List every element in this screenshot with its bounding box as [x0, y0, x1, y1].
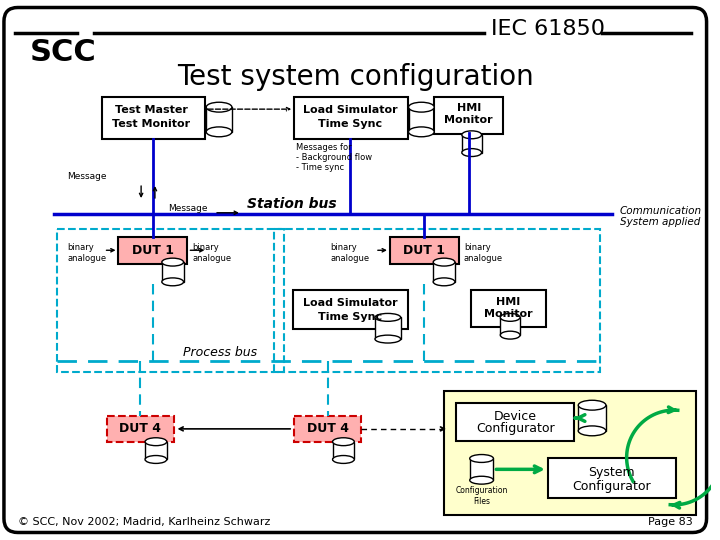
Text: binary
analogue: binary analogue: [67, 244, 107, 263]
Ellipse shape: [375, 335, 400, 343]
Ellipse shape: [375, 313, 400, 321]
Ellipse shape: [462, 131, 482, 139]
Text: Message: Message: [67, 172, 107, 181]
Text: Device: Device: [494, 409, 536, 423]
Text: Test system configuration: Test system configuration: [177, 63, 534, 91]
Ellipse shape: [469, 455, 493, 462]
Text: Configurator: Configurator: [572, 480, 651, 492]
Bar: [293, 290, 408, 329]
Text: Monitor: Monitor: [444, 115, 493, 125]
Bar: [462, 135, 482, 153]
Bar: [471, 290, 546, 327]
Bar: [162, 262, 184, 282]
Ellipse shape: [408, 127, 434, 137]
FancyBboxPatch shape: [4, 8, 706, 532]
Ellipse shape: [469, 476, 493, 484]
Ellipse shape: [206, 127, 232, 137]
Text: Monitor: Monitor: [484, 309, 533, 319]
Text: Load Simulator: Load Simulator: [303, 298, 397, 308]
Bar: [206, 107, 232, 132]
Ellipse shape: [578, 426, 606, 436]
Bar: [456, 403, 575, 441]
Bar: [433, 262, 455, 282]
Text: Process bus: Process bus: [183, 346, 257, 359]
Text: Time Sync: Time Sync: [318, 119, 382, 129]
Bar: [408, 107, 434, 132]
Ellipse shape: [333, 438, 354, 446]
Text: DUT 4: DUT 4: [307, 422, 348, 435]
Text: IEC 61850: IEC 61850: [491, 19, 605, 39]
Text: HMI: HMI: [456, 103, 481, 113]
Bar: [57, 228, 284, 372]
Ellipse shape: [462, 148, 482, 157]
Text: HMI: HMI: [496, 296, 521, 307]
Bar: [107, 416, 174, 442]
Text: Test Master: Test Master: [114, 105, 187, 115]
Text: Communication
System applied: Communication System applied: [620, 206, 702, 227]
Ellipse shape: [408, 102, 434, 112]
Text: Time Sync: Time Sync: [318, 312, 382, 322]
Ellipse shape: [578, 400, 606, 410]
Text: Load Simulator: Load Simulator: [303, 105, 397, 115]
Bar: [145, 442, 167, 460]
Bar: [102, 97, 205, 139]
Ellipse shape: [162, 278, 184, 286]
Ellipse shape: [433, 258, 455, 266]
Bar: [375, 318, 400, 339]
Text: Configuration
Files: Configuration Files: [455, 486, 508, 505]
Bar: [469, 458, 493, 480]
Bar: [500, 318, 520, 335]
Bar: [548, 458, 676, 498]
Text: Configurator: Configurator: [476, 422, 554, 435]
Text: binary
analogue: binary analogue: [192, 244, 232, 263]
Ellipse shape: [500, 331, 520, 339]
Text: Messages for
- Background flow
- Time sync: Messages for - Background flow - Time sy…: [296, 143, 372, 172]
Text: SCC: SCC: [30, 38, 96, 67]
Ellipse shape: [333, 456, 354, 463]
Text: DUT 1: DUT 1: [403, 244, 446, 256]
Bar: [434, 97, 503, 134]
Text: Message: Message: [168, 204, 207, 213]
Ellipse shape: [145, 438, 167, 446]
Text: Page 83: Page 83: [648, 517, 693, 526]
Text: binary
analogue: binary analogue: [464, 244, 503, 263]
Bar: [390, 238, 459, 264]
Text: Test Monitor: Test Monitor: [112, 119, 190, 129]
Bar: [294, 416, 361, 442]
Text: binary
analogue: binary analogue: [330, 244, 369, 263]
Bar: [274, 228, 600, 372]
Ellipse shape: [500, 313, 520, 321]
Ellipse shape: [145, 456, 167, 463]
Bar: [333, 442, 354, 460]
Ellipse shape: [206, 102, 232, 112]
Text: DUT 4: DUT 4: [119, 422, 161, 435]
Text: DUT 1: DUT 1: [132, 244, 174, 256]
Text: © SCC, Nov 2002; Madrid, Karlheinz Schwarz: © SCC, Nov 2002; Madrid, Karlheinz Schwa…: [18, 517, 270, 526]
Bar: [578, 405, 606, 431]
Ellipse shape: [433, 278, 455, 286]
Bar: [444, 392, 696, 515]
Text: Station bus: Station bus: [247, 197, 336, 211]
Ellipse shape: [162, 258, 184, 266]
Bar: [294, 97, 408, 139]
Text: System: System: [588, 466, 635, 479]
Bar: [118, 238, 187, 264]
